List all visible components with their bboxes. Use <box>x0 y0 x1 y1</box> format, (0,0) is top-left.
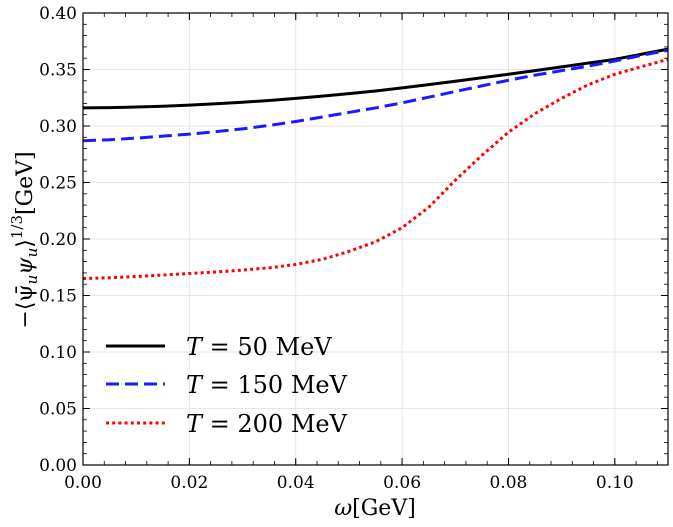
legend-label-1: T = 50 MeV <box>186 333 332 361</box>
y-label-unit: [GeV] <box>13 151 38 215</box>
x-tick-label: 0.02 <box>170 473 208 493</box>
grid-lines <box>82 12 668 466</box>
y-tick-label: 0.20 <box>39 230 77 250</box>
y-label-sup: 1/3 <box>8 215 26 239</box>
series-layer <box>82 47 669 281</box>
y-tick-label: 0.35 <box>39 61 77 81</box>
x-tick-label: 0.04 <box>277 473 315 493</box>
y-tick-label: 0.15 <box>39 287 77 307</box>
legend: T = 50 MeV T = 150 MeV T = 200 MeV <box>106 333 348 438</box>
x-tick-label: 0.00 <box>64 473 102 493</box>
tick-labels: 0.00 0.02 0.04 0.06 0.08 0.10 0.00 0.05 0.10 0.15… <box>39 4 634 493</box>
x-axis-label: ω[GeV] <box>334 496 416 521</box>
y-tick-label: 0.10 <box>39 343 77 363</box>
y-label-sub1: u <box>23 275 41 285</box>
legend-label-3: T = 200 MeV <box>186 410 348 438</box>
series-line-2 <box>82 48 669 143</box>
svg-text:−⟨ψ̄uψu⟩1/3[GeV]: −⟨ψ̄uψu⟩1/3[GeV] <box>8 151 41 328</box>
x-tick-label: 0.06 <box>383 473 421 493</box>
y-label-sub2: u <box>23 248 41 258</box>
y-tick-label: 0.25 <box>39 174 77 194</box>
y-tick-label: 0.40 <box>39 4 77 24</box>
y-tick-label: 0.00 <box>39 456 77 476</box>
y-label-main: −⟨ψ̄ <box>13 284 38 328</box>
y-label-mid: ψ <box>13 257 38 275</box>
legend-label-2: T = 150 MeV <box>186 371 348 399</box>
y-label-close: ⟩ <box>13 239 38 248</box>
axis-ticks <box>82 12 668 466</box>
y-tick-label: 0.05 <box>39 400 77 420</box>
series-line-1 <box>82 47 669 110</box>
y-tick-label: 0.30 <box>39 117 77 137</box>
x-tick-label: 0.10 <box>596 473 634 493</box>
y-axis-label: −⟨ψ̄uψu⟩1/3[GeV] <box>8 151 41 328</box>
x-tick-label: 0.08 <box>490 473 528 493</box>
